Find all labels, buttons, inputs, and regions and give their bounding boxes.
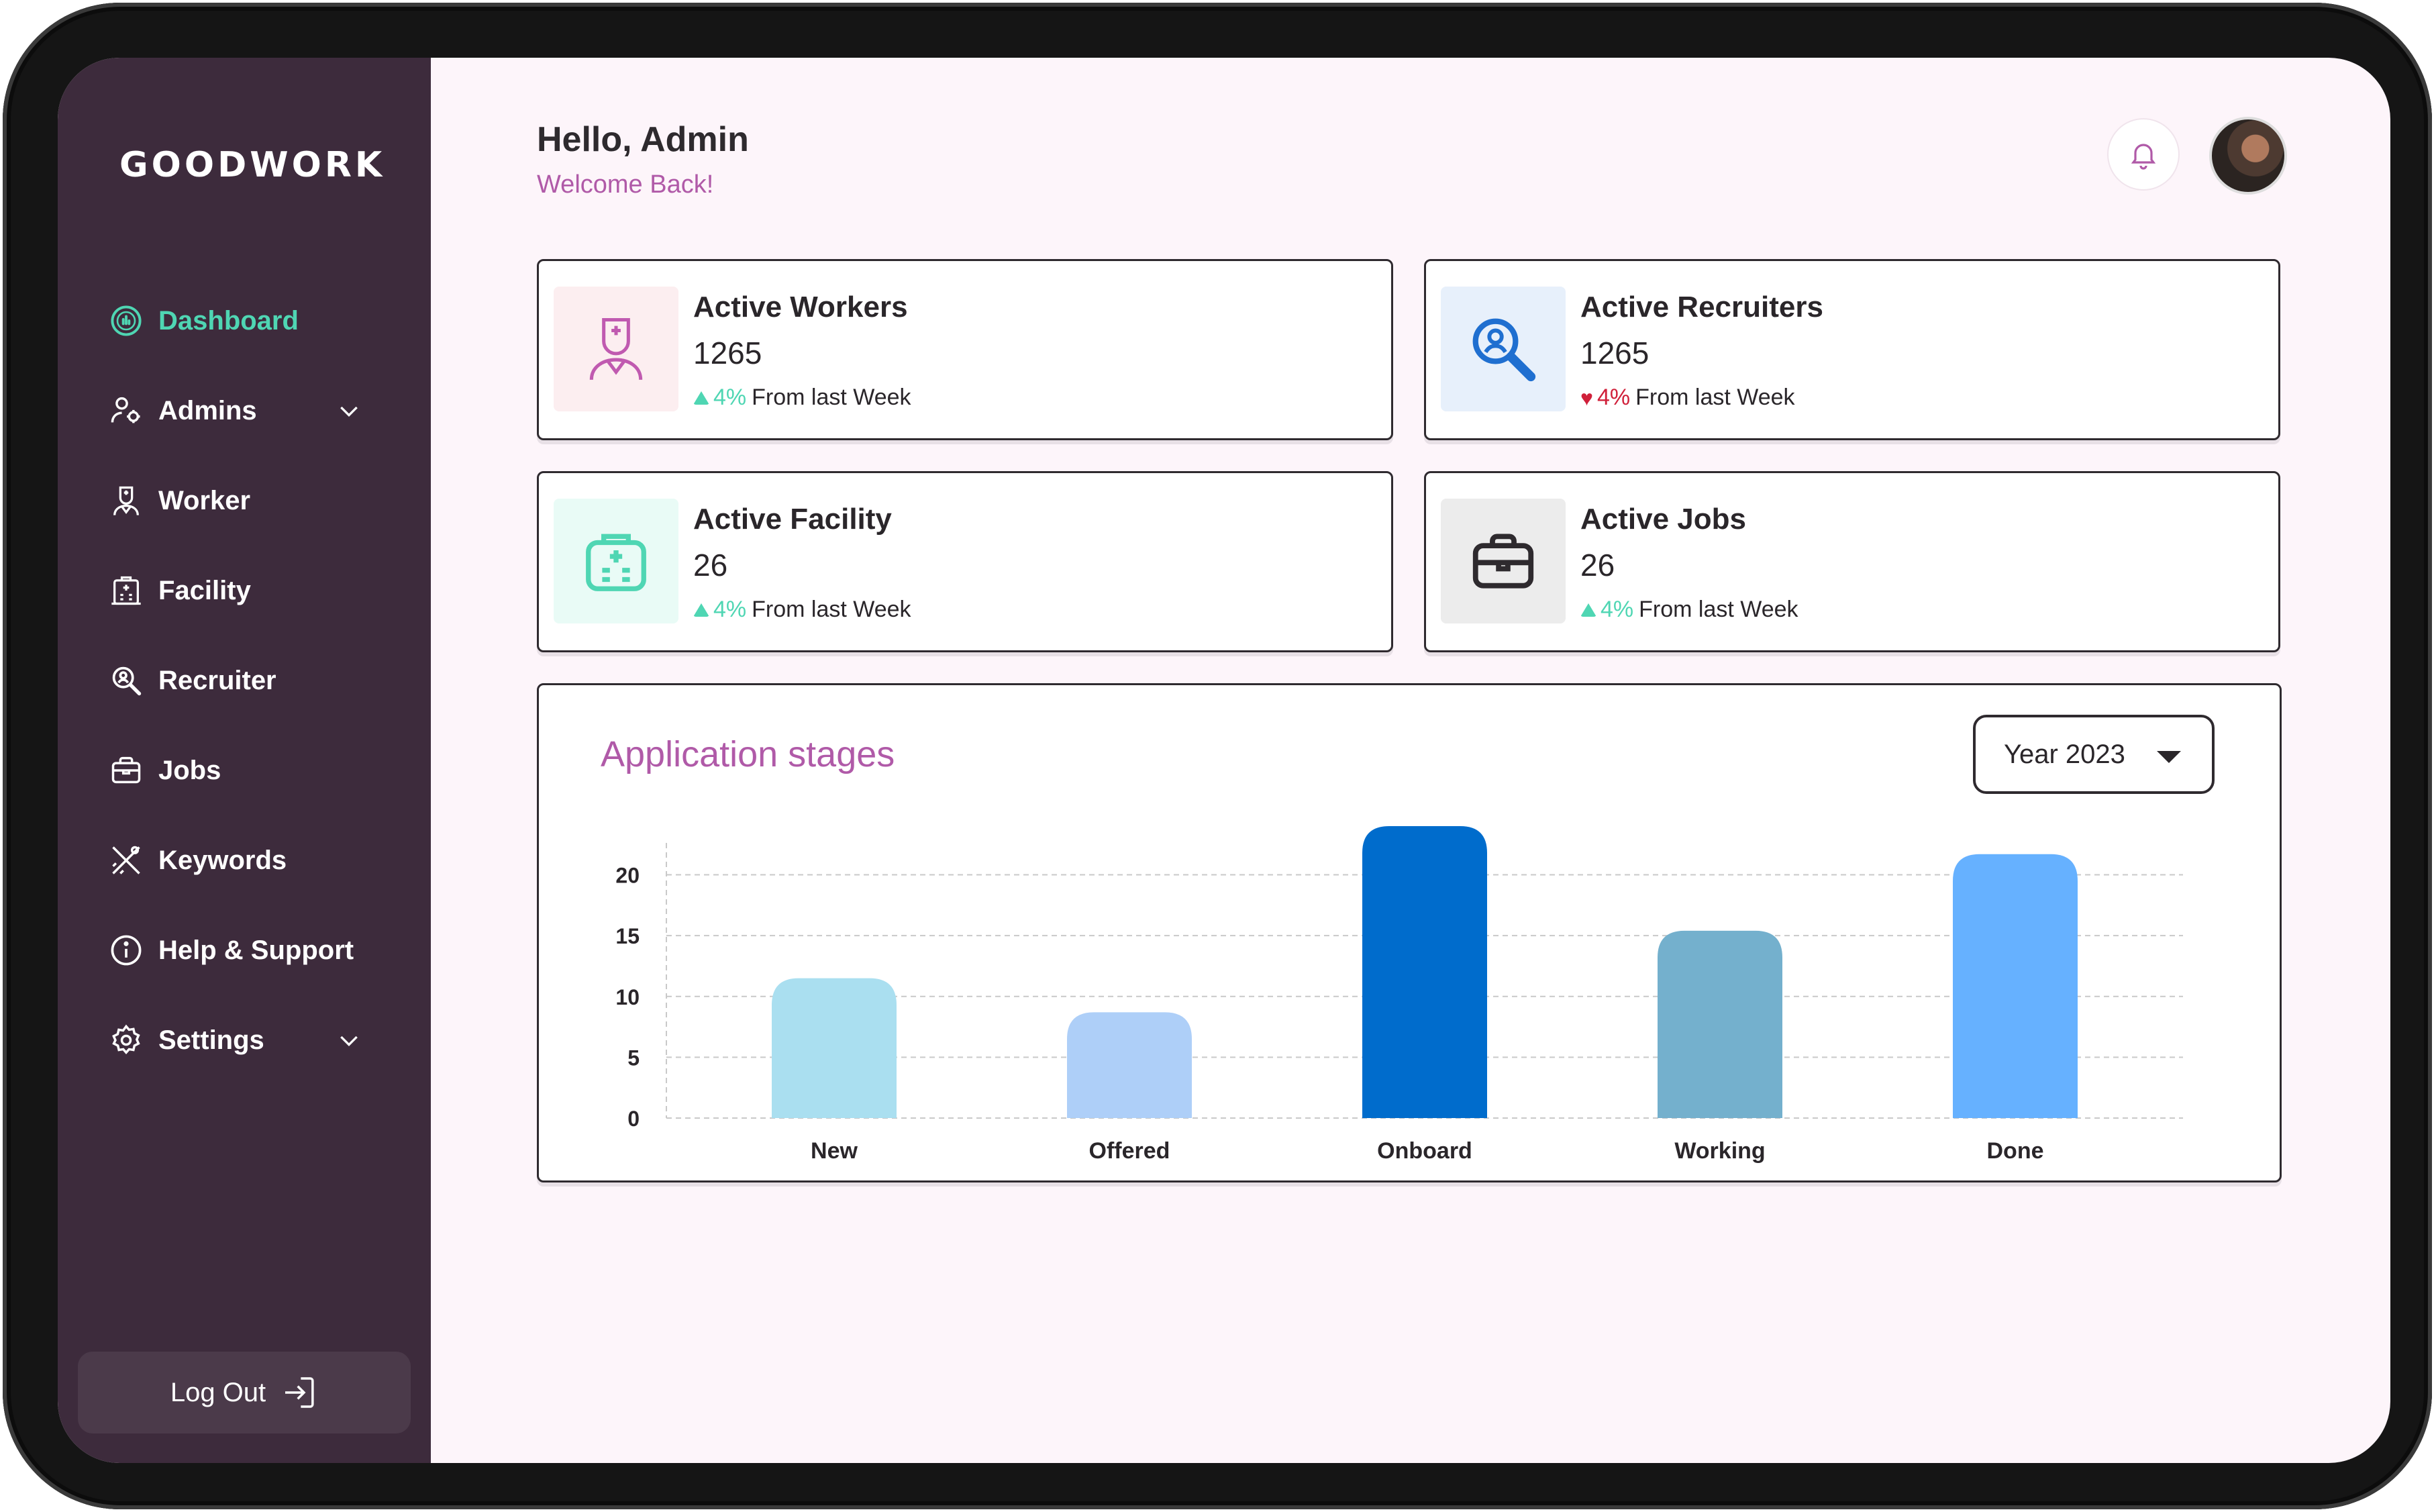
sidebar-item-label: Recruiter xyxy=(158,665,276,695)
avatar[interactable] xyxy=(2209,117,2287,195)
y-tick-label: 20 xyxy=(615,864,640,888)
x-tick-label: Onboard xyxy=(1377,1138,1472,1164)
stat-change: 4% From last Week xyxy=(1580,597,1798,623)
sidebar-item-settings[interactable]: Settings xyxy=(107,1013,389,1067)
app-screen: GOODWORK Dashboard Admins Worker xyxy=(58,58,2390,1463)
nurse-icon xyxy=(589,317,643,381)
sidebar-item-keywords[interactable]: Keywords xyxy=(107,834,389,887)
x-tick-label: Working xyxy=(1674,1138,1765,1164)
y-tick-label: 10 xyxy=(615,985,640,1009)
chevron-down-icon[interactable] xyxy=(336,1027,362,1054)
stat-icon-box xyxy=(1441,287,1566,411)
stat-title: Active Jobs xyxy=(1580,503,1746,536)
settings-icon xyxy=(107,1021,145,1059)
sidebar-item-label: Settings xyxy=(158,1025,264,1055)
stat-title: Active Recruiters xyxy=(1580,291,1823,323)
sidebar-item-dashboard[interactable]: Dashboard xyxy=(107,294,389,348)
up-arrow-icon xyxy=(693,603,709,617)
stat-value: 1265 xyxy=(693,336,762,370)
stat-change-suffix: From last Week xyxy=(752,385,911,410)
down-heart-icon: ♥ xyxy=(1580,385,1593,410)
chevron-down-icon[interactable] xyxy=(336,397,362,424)
stat-change-suffix: From last Week xyxy=(752,597,911,622)
stat-change-percent: 4% xyxy=(1601,597,1634,622)
stat-card-active-recruiters: Active Recruiters 1265 ♥ 4% From last We… xyxy=(1424,259,2280,440)
briefcase-icon xyxy=(1472,534,1534,589)
bar-new[interactable] xyxy=(772,978,897,1118)
sidebar-item-label: Jobs xyxy=(158,755,221,785)
stat-change: ♥ 4% From last Week xyxy=(1580,385,1795,411)
stat-change-percent: 4% xyxy=(713,385,747,410)
bar-working[interactable] xyxy=(1658,930,1782,1118)
sidebar-item-label: Admins xyxy=(158,395,257,425)
hospital-icon xyxy=(586,534,646,591)
bell-icon xyxy=(2131,144,2156,170)
sidebar-item-help-support[interactable]: Help & Support xyxy=(107,923,389,977)
stat-title: Active Workers xyxy=(693,291,908,323)
stat-card-active-jobs: Active Jobs 26 4% From last Week xyxy=(1424,471,2280,652)
bar-chart: 0 5 10 15 20 New Offered Onboard Working Done xyxy=(615,826,2183,1164)
up-arrow-icon xyxy=(1580,603,1596,617)
page-title: Hello, Admin xyxy=(537,120,749,159)
y-tick-label: 15 xyxy=(615,924,640,948)
sidebar-item-label: Help & Support xyxy=(158,935,354,965)
worker-icon xyxy=(107,482,145,519)
stat-icon-box xyxy=(554,499,678,623)
bar-offered[interactable] xyxy=(1067,1012,1192,1118)
stat-card-active-facility: Active Facility 26 4% From last Week xyxy=(537,471,1393,652)
sidebar-item-label: Facility xyxy=(158,575,251,605)
admins-icon xyxy=(107,392,145,430)
stat-change-percent: 4% xyxy=(1597,385,1631,410)
app-logo: GOODWORK xyxy=(119,145,386,185)
logout-label: Log Out xyxy=(170,1377,266,1407)
logout-button[interactable]: Log Out xyxy=(78,1352,411,1433)
sidebar-item-label: Dashboard xyxy=(158,305,299,336)
stat-change-percent: 4% xyxy=(713,597,747,622)
sidebar-item-admins[interactable]: Admins xyxy=(107,384,389,438)
keywords-icon xyxy=(107,842,145,879)
sidebar-item-recruiter[interactable]: Recruiter xyxy=(107,654,389,707)
y-tick-label: 0 xyxy=(627,1107,640,1131)
search-user-icon xyxy=(1472,318,1536,382)
stat-value: 26 xyxy=(693,548,728,583)
stat-change: 4% From last Week xyxy=(693,597,911,623)
year-select[interactable]: Year 2023 xyxy=(1973,715,2215,794)
notifications-button[interactable] xyxy=(2107,118,2180,191)
stat-value: 1265 xyxy=(1580,336,1650,370)
bar-onboard[interactable] xyxy=(1362,826,1487,1118)
logout-icon xyxy=(285,1377,314,1408)
stat-change-suffix: From last Week xyxy=(1635,385,1795,410)
stat-icon-box xyxy=(1441,499,1566,623)
device-frame: GOODWORK Dashboard Admins Worker xyxy=(3,3,2432,1509)
caret-down-icon xyxy=(2157,751,2181,763)
year-select-value: Year 2023 xyxy=(2004,739,2125,769)
stat-change: 4% From last Week xyxy=(693,385,911,411)
sidebar-item-label: Worker xyxy=(158,485,251,515)
sidebar-item-facility[interactable]: Facility xyxy=(107,564,389,617)
x-tick-label: Offered xyxy=(1089,1138,1170,1164)
sidebar: GOODWORK Dashboard Admins Worker xyxy=(58,58,431,1463)
jobs-icon xyxy=(107,752,145,789)
x-tick-label: New xyxy=(811,1138,858,1164)
stat-change-suffix: From last Week xyxy=(1639,597,1798,622)
sidebar-item-label: Keywords xyxy=(158,845,287,875)
dashboard-icon xyxy=(107,302,145,340)
recruiter-icon xyxy=(107,662,145,699)
up-arrow-icon xyxy=(693,391,709,405)
application-stages-card: 0 5 10 15 20 New Offered Onboard Working Done App… xyxy=(537,683,2282,1182)
x-tick-label: Done xyxy=(1987,1138,2044,1164)
y-tick-label: 5 xyxy=(627,1046,640,1070)
page-subtitle: Welcome Back! xyxy=(537,170,714,199)
stat-icon-box xyxy=(554,287,678,411)
bar-done[interactable] xyxy=(1953,854,2078,1118)
stat-title: Active Facility xyxy=(693,503,892,536)
stat-value: 26 xyxy=(1580,548,1615,583)
chart-title: Application stages xyxy=(601,734,895,774)
stat-card-active-workers: Active Workers 1265 4% From last Week xyxy=(537,259,1393,440)
sidebar-item-worker[interactable]: Worker xyxy=(107,474,389,527)
facility-icon xyxy=(107,572,145,609)
help-icon xyxy=(107,931,145,969)
sidebar-item-jobs[interactable]: Jobs xyxy=(107,744,389,797)
